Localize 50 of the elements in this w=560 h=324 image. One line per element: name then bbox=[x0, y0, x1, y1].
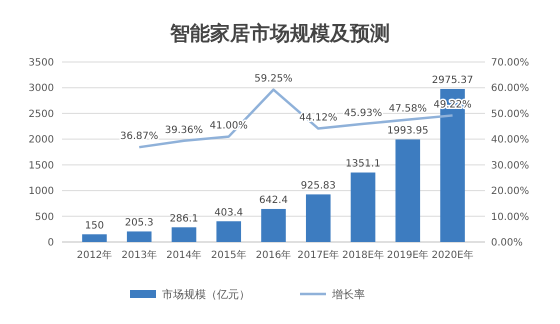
data-label: 205.3 bbox=[124, 217, 154, 228]
data-label: 47.58% bbox=[388, 104, 427, 115]
x-tick-label: 2012年 bbox=[76, 249, 112, 261]
y-tick-label: 2000 bbox=[28, 134, 54, 146]
x-tick-label: 2016年 bbox=[256, 249, 292, 261]
y2-tick-label: 40.00% bbox=[491, 134, 530, 146]
x-tick-label: 2014年 bbox=[166, 249, 202, 261]
y2-tick-label: 10.00% bbox=[491, 212, 530, 223]
x-tick-label: 2015年 bbox=[211, 249, 246, 261]
x-tick-label: 2019E年 bbox=[386, 249, 429, 261]
bar bbox=[395, 139, 420, 242]
y2-tick-label: 30.00% bbox=[491, 160, 530, 172]
data-label: 59.25% bbox=[254, 74, 293, 85]
x-tick-label: 2013年 bbox=[121, 249, 157, 261]
bar bbox=[82, 234, 107, 242]
bar bbox=[216, 221, 242, 242]
bar bbox=[306, 194, 331, 242]
data-label: 150 bbox=[84, 220, 104, 232]
data-label: 36.87% bbox=[120, 131, 158, 142]
x-tick-label: 2017E年 bbox=[297, 249, 340, 261]
y-tick-label: 3000 bbox=[28, 83, 54, 94]
legend-label: 增长率 bbox=[331, 288, 365, 301]
data-label: 1351.1 bbox=[346, 158, 381, 170]
y2-tick-label: 60.00% bbox=[491, 83, 530, 94]
y-tick-label: 2500 bbox=[28, 108, 54, 120]
data-label: 45.93% bbox=[344, 108, 382, 119]
bar bbox=[172, 227, 196, 242]
y2-tick-label: 70.00% bbox=[491, 58, 530, 68]
data-label: 1993.95 bbox=[387, 125, 428, 136]
data-label: 403.4 bbox=[214, 207, 244, 218]
y-tick-label: 1500 bbox=[28, 160, 54, 172]
data-label: 286.1 bbox=[170, 213, 198, 224]
bar bbox=[261, 208, 286, 242]
y2-tick-label: 50.00% bbox=[491, 108, 530, 120]
x-tick-label: 2018E年 bbox=[342, 249, 384, 261]
chart-title: 智能家居市场规模及预测 bbox=[169, 21, 390, 45]
data-label: 2975.37 bbox=[432, 74, 474, 86]
legend-label: 市场规模（亿元） bbox=[162, 288, 250, 301]
bar bbox=[350, 172, 376, 242]
y-tick-label: 500 bbox=[34, 212, 54, 223]
y-tick-label: 1000 bbox=[28, 186, 54, 198]
y-tick-label: 0 bbox=[48, 238, 54, 248]
data-label: 925.83 bbox=[300, 180, 336, 192]
x-tick-label: 2020E年 bbox=[432, 249, 474, 261]
data-label: 39.36% bbox=[164, 124, 204, 136]
y2-tick-label: 0.00% bbox=[491, 238, 523, 248]
data-label: 642.4 bbox=[259, 194, 288, 206]
y-tick-label: 3500 bbox=[28, 58, 54, 68]
y2-tick-label: 20.00% bbox=[491, 186, 530, 198]
bar bbox=[126, 231, 152, 242]
